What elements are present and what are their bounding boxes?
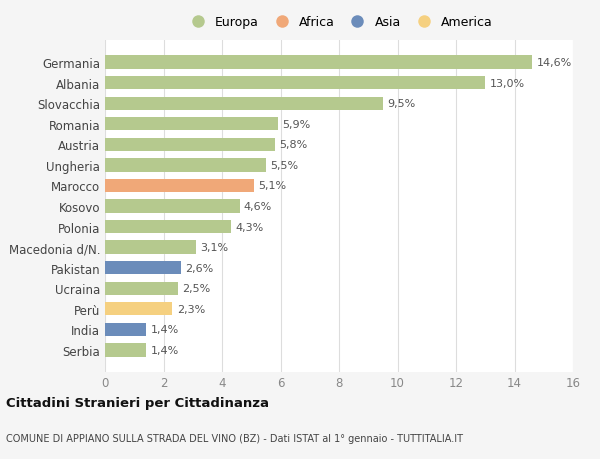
Text: 14,6%: 14,6% [536, 58, 572, 68]
Text: 5,1%: 5,1% [259, 181, 287, 191]
Text: 13,0%: 13,0% [490, 78, 525, 89]
Bar [105, 138, 275, 151]
Bar [105, 159, 266, 172]
Bar [105, 179, 254, 193]
Text: 1,4%: 1,4% [151, 345, 179, 355]
Bar [105, 282, 178, 295]
Text: 3,1%: 3,1% [200, 242, 228, 252]
Text: 2,6%: 2,6% [185, 263, 214, 273]
Text: 4,6%: 4,6% [244, 202, 272, 212]
Text: 1,4%: 1,4% [151, 325, 179, 335]
Bar [105, 97, 383, 111]
Text: 5,5%: 5,5% [270, 161, 298, 171]
Bar [105, 241, 196, 254]
Text: 5,9%: 5,9% [282, 119, 310, 129]
Bar [105, 323, 146, 336]
Bar [105, 200, 239, 213]
Text: 2,5%: 2,5% [182, 284, 211, 294]
Text: 2,3%: 2,3% [176, 304, 205, 314]
Bar [105, 262, 181, 275]
Bar [105, 118, 278, 131]
Bar [105, 302, 172, 316]
Text: COMUNE DI APPIANO SULLA STRADA DEL VINO (BZ) - Dati ISTAT al 1° gennaio - TUTTIT: COMUNE DI APPIANO SULLA STRADA DEL VINO … [6, 433, 463, 442]
Bar [105, 56, 532, 70]
Text: 5,8%: 5,8% [279, 140, 307, 150]
Text: 4,3%: 4,3% [235, 222, 263, 232]
Bar [105, 220, 231, 234]
Bar [105, 343, 146, 357]
Text: Cittadini Stranieri per Cittadinanza: Cittadini Stranieri per Cittadinanza [6, 396, 269, 409]
Legend: Europa, Africa, Asia, America: Europa, Africa, Asia, America [182, 14, 496, 32]
Bar [105, 77, 485, 90]
Text: 9,5%: 9,5% [387, 99, 416, 109]
